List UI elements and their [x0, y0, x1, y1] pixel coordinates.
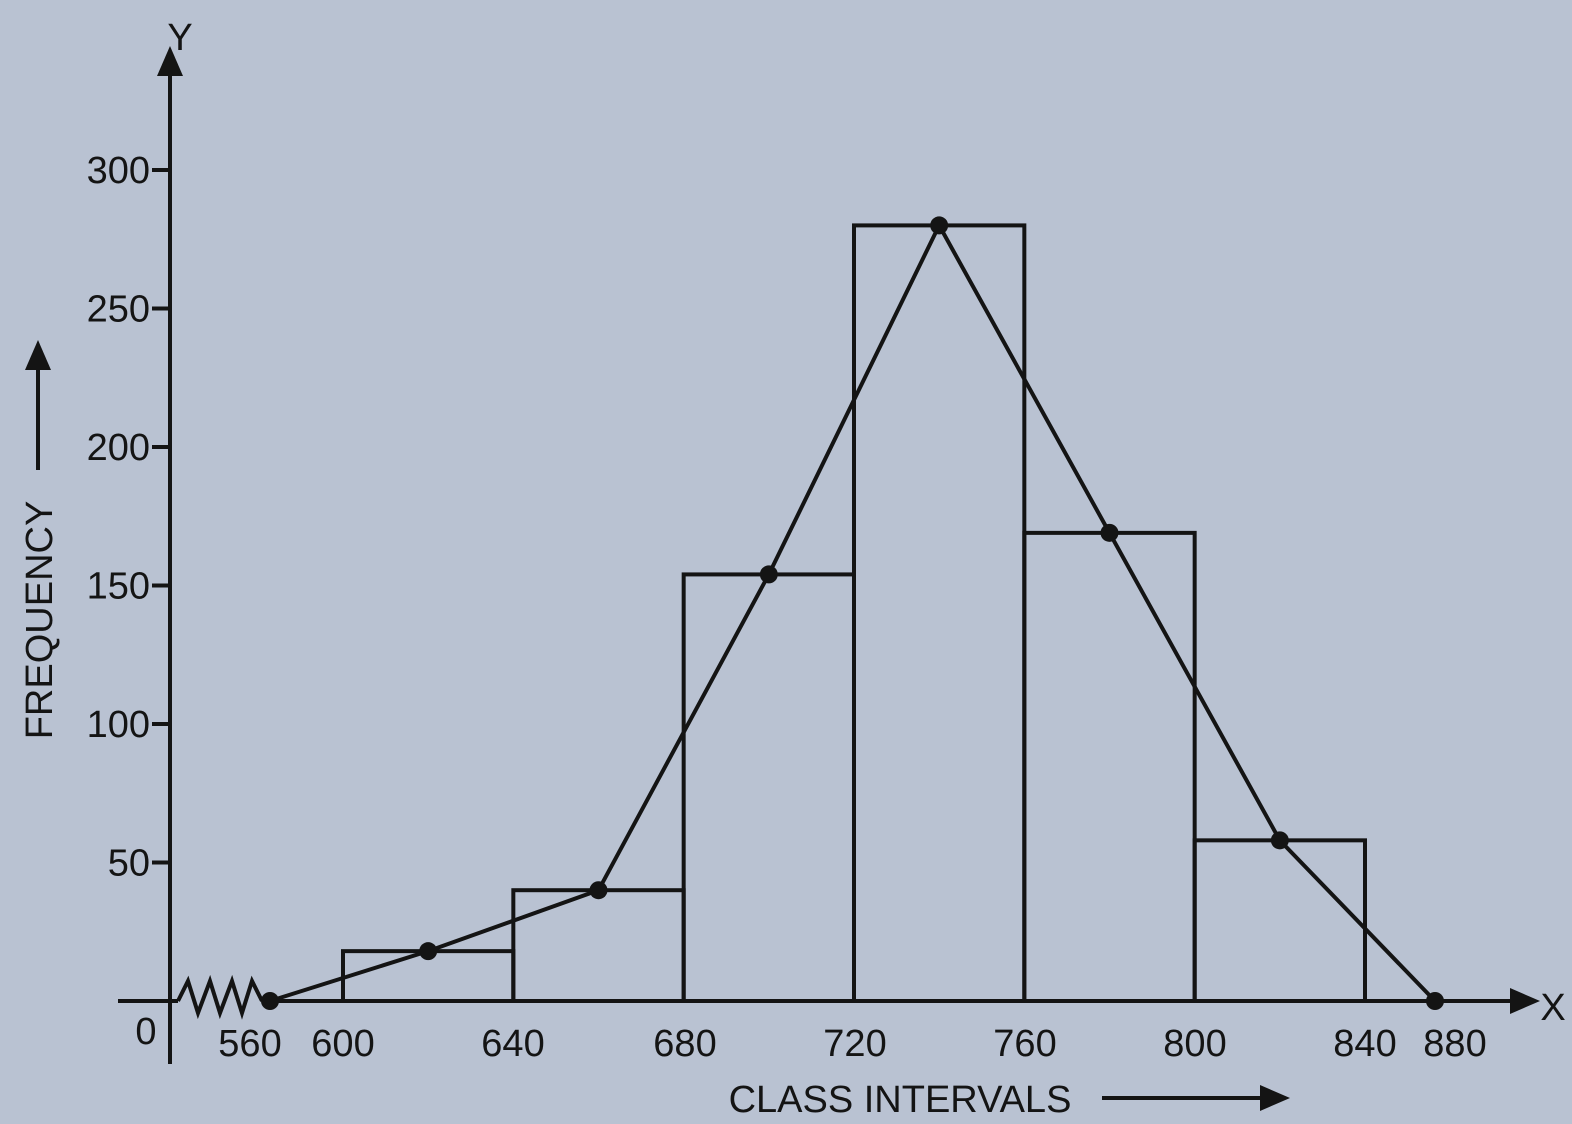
polygon-point: [261, 992, 279, 1010]
x-axis-letter: X: [1540, 987, 1565, 1029]
axis-labels: Y X 0 CLASS INTERVALS FREQUENCY 50 100 150…: [19, 17, 1566, 1121]
x-axis-title: CLASS INTERVALS: [729, 1079, 1072, 1121]
y-axis-arrow: [157, 46, 183, 76]
y-tick-label: 50: [108, 843, 150, 885]
polygon-point: [1270, 831, 1289, 850]
x-tick-label: 600: [311, 1023, 374, 1065]
x-tick-label: 680: [653, 1023, 716, 1065]
x-tick-label: 880: [1423, 1023, 1486, 1065]
y-axis-title: FREQUENCY: [19, 501, 61, 740]
histogram-bar: [681, 572, 857, 1003]
origin-label: 0: [135, 1011, 156, 1053]
y-axis-letter: Y: [167, 17, 192, 59]
polygon-point: [589, 881, 608, 900]
x-tick-label: 720: [823, 1023, 886, 1065]
y-tick-label: 150: [87, 566, 150, 608]
x-title-arrow-head: [1260, 1085, 1290, 1111]
polygon-point: [1426, 992, 1444, 1010]
x-tick-label: 560: [218, 1023, 281, 1065]
histogram-bar: [1192, 838, 1367, 1004]
polygon-line: [269, 223, 1437, 1003]
y-tick-label: 100: [87, 704, 150, 746]
x-tick-label: 800: [1163, 1023, 1226, 1065]
axes: [118, 46, 1540, 1064]
polygon-point: [419, 942, 438, 961]
x-tick-label: 640: [481, 1023, 544, 1065]
polygon-point: [759, 565, 778, 584]
x-axis-break: [176, 974, 264, 1020]
y-tick-label: 250: [87, 289, 150, 331]
x-tick-label: 760: [993, 1023, 1056, 1065]
histogram-bar: [511, 888, 686, 1004]
x-tick-label: 840: [1333, 1023, 1396, 1065]
polygon-point: [1100, 523, 1119, 542]
y-tick-label: 200: [87, 427, 150, 469]
polygon-point: [930, 216, 949, 235]
frequency-polygon: [261, 216, 1444, 1010]
histogram-bars: [341, 223, 1367, 1004]
x-axis-arrow: [1510, 988, 1540, 1014]
histogram-bar: [1022, 530, 1197, 1003]
y-tick-label: 300: [87, 150, 150, 192]
y-title-arrow-head: [25, 340, 51, 370]
histogram-bar: [852, 223, 1027, 1003]
